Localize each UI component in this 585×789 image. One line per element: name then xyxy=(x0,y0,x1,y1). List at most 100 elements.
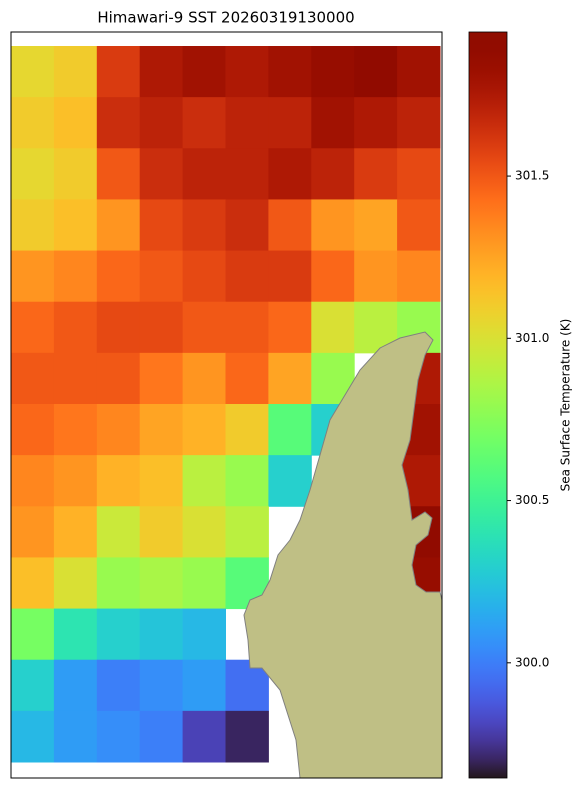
cell xyxy=(53,404,98,456)
cell xyxy=(96,608,141,661)
cell xyxy=(311,199,355,252)
cell xyxy=(397,199,441,252)
cell xyxy=(53,97,98,149)
cell xyxy=(225,97,269,149)
cell xyxy=(268,250,312,303)
cell xyxy=(11,404,55,456)
cell xyxy=(225,404,269,456)
cell xyxy=(139,455,184,507)
cell xyxy=(182,557,226,610)
chart-title: Himawari-9 SST 20260319130000 xyxy=(97,9,354,27)
cell xyxy=(11,659,55,712)
colorbar-tick-label: 301.0 xyxy=(515,331,549,345)
cell xyxy=(397,148,441,200)
cell xyxy=(11,557,55,610)
colorbar-label: Sea Surface Temperature (K) xyxy=(559,319,573,492)
colorbar xyxy=(468,31,508,779)
cell xyxy=(139,506,184,558)
cell xyxy=(96,506,141,558)
cell xyxy=(182,250,226,303)
cell xyxy=(96,710,141,763)
cell xyxy=(182,506,226,558)
cell xyxy=(96,46,141,98)
cell xyxy=(268,352,312,405)
cell xyxy=(225,506,269,558)
cell xyxy=(268,148,312,200)
cell xyxy=(139,250,184,303)
cell xyxy=(96,404,141,456)
cell xyxy=(182,148,226,200)
cell xyxy=(96,557,141,610)
cell xyxy=(182,199,226,252)
cell xyxy=(182,710,226,763)
colorbar-tick-label: 301.5 xyxy=(515,169,549,183)
cell xyxy=(11,455,55,507)
cell xyxy=(53,46,98,98)
cell xyxy=(268,199,312,252)
cell xyxy=(311,148,355,200)
cell xyxy=(139,97,184,149)
cell xyxy=(11,46,55,98)
cell xyxy=(53,148,98,200)
cell xyxy=(11,148,55,200)
cell xyxy=(96,659,141,712)
cell xyxy=(354,97,398,149)
cell xyxy=(182,46,226,98)
cell xyxy=(225,352,269,405)
cell xyxy=(268,455,312,507)
cell xyxy=(11,250,55,303)
cell xyxy=(311,97,355,149)
cell xyxy=(96,455,141,507)
cell xyxy=(225,148,269,200)
cell xyxy=(11,301,55,354)
cell xyxy=(139,148,184,200)
cell xyxy=(268,301,312,354)
cell xyxy=(354,148,398,200)
cell xyxy=(11,97,55,149)
cell xyxy=(311,46,355,98)
cell xyxy=(182,404,226,456)
cell xyxy=(139,46,184,98)
cell xyxy=(311,250,355,303)
cell xyxy=(11,199,55,252)
cell xyxy=(53,352,98,405)
cell xyxy=(268,404,312,456)
cell xyxy=(225,46,269,98)
cell xyxy=(139,659,184,712)
cell xyxy=(311,301,355,354)
cell xyxy=(53,506,98,558)
cell xyxy=(139,608,184,661)
cell xyxy=(96,199,141,252)
cell xyxy=(182,301,226,354)
land xyxy=(243,331,443,779)
colorbar-tick-label: 300.5 xyxy=(515,493,549,507)
cell xyxy=(96,97,141,149)
cell xyxy=(139,710,184,763)
cell xyxy=(354,250,398,303)
cell xyxy=(53,710,98,763)
cell xyxy=(53,250,98,303)
cell xyxy=(53,199,98,252)
cell xyxy=(11,352,55,405)
cell xyxy=(96,148,141,200)
cell xyxy=(96,250,141,303)
cell xyxy=(139,199,184,252)
cell xyxy=(139,404,184,456)
cell xyxy=(182,97,226,149)
cell xyxy=(139,301,184,354)
cell xyxy=(11,506,55,558)
cell xyxy=(354,46,398,98)
cell xyxy=(53,455,98,507)
cell xyxy=(182,455,226,507)
cell xyxy=(225,199,269,252)
cell xyxy=(139,557,184,610)
cell xyxy=(53,557,98,610)
cell xyxy=(96,352,141,405)
cell xyxy=(182,352,226,405)
cell xyxy=(53,301,98,354)
cell xyxy=(139,352,184,405)
map-frame xyxy=(10,31,443,779)
cell xyxy=(268,46,312,98)
cell xyxy=(225,250,269,303)
cell xyxy=(11,608,55,661)
